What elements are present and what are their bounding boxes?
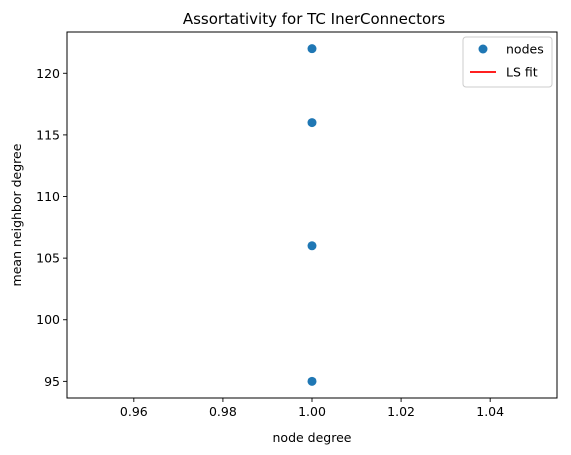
- legend-label-ls-fit: LS fit: [506, 65, 538, 80]
- x-tick-label: 1.04: [476, 404, 504, 419]
- legend-marker-nodes: [478, 44, 488, 54]
- y-axis-label: mean neighbor degree: [9, 143, 24, 286]
- data-series: [307, 44, 317, 386]
- x-tick-label: 0.96: [120, 404, 148, 419]
- axes-frame: [66, 31, 558, 399]
- legend: nodes LS fit: [462, 36, 553, 88]
- y-axis-ticks: 95 100 105 110 115 120: [36, 66, 67, 389]
- scatter-point: [307, 44, 317, 54]
- y-tick-label: 110: [36, 189, 60, 204]
- y-tick-label: 120: [36, 66, 60, 81]
- x-axis-ticks: 0.96 0.98 1.00 1.02 1.04: [120, 398, 504, 419]
- chart-title: Assortativity for TC InerConnectors: [183, 10, 446, 28]
- scatter-point: [307, 118, 317, 128]
- legend-label-nodes: nodes: [506, 42, 544, 57]
- plot-area: 0.96 0.98 1.00 1.02 1.04 95 100 105 110 115 120: [36, 31, 558, 419]
- y-tick-label: 100: [36, 312, 60, 327]
- x-tick-label: 0.98: [209, 404, 237, 419]
- scatter-point: [307, 241, 317, 251]
- y-tick-label: 105: [36, 251, 60, 266]
- x-tick-label: 1.02: [387, 404, 415, 419]
- y-tick-label: 115: [36, 127, 60, 142]
- y-tick-label: 95: [44, 374, 60, 389]
- x-axis-label: node degree: [273, 430, 352, 445]
- x-tick-label: 1.00: [298, 404, 326, 419]
- scatter-point: [307, 376, 317, 386]
